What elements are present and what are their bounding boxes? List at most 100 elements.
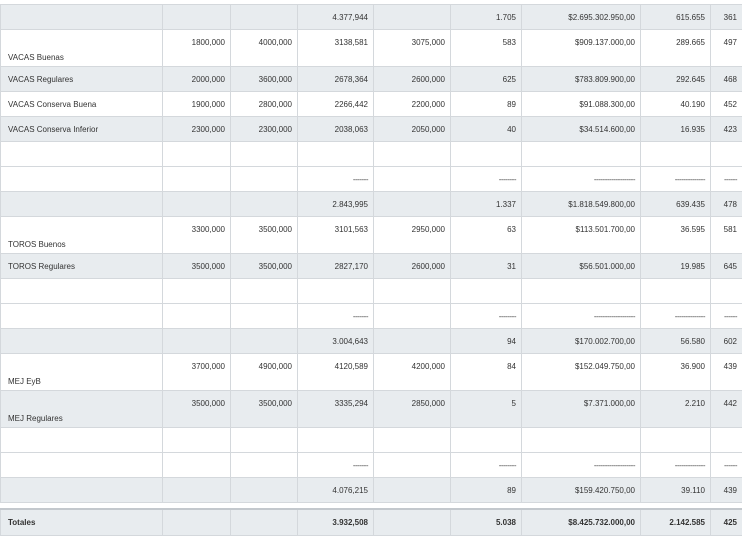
cell-col-weight: 2.210: [641, 391, 711, 428]
cell-col-count: 625: [451, 67, 522, 92]
cell-col-weight: 615.655: [641, 5, 711, 30]
cell-col-count: 63: [451, 217, 522, 254]
cell-col-amount: $152.049.750,00: [522, 354, 641, 391]
cell-col-count: 1.705: [451, 5, 522, 30]
table-row: ----------------------------------------…: [1, 167, 742, 192]
cell-category: [1, 329, 163, 354]
cell-col-count: 89: [451, 92, 522, 117]
cell-col-average: 4.377,944: [298, 5, 374, 30]
cell-col-amount: $7.371.000,00: [522, 391, 641, 428]
table-row: ----------------------------------------…: [1, 304, 742, 329]
cell-col-weight: 39.110: [641, 478, 711, 503]
cell-col-count: 1.337: [451, 192, 522, 217]
cell-col-median: [374, 428, 451, 453]
cell-category: TOROS Buenos: [1, 217, 163, 254]
cell-col-min: [163, 279, 231, 304]
cell-col-average: 4120,589: [298, 354, 374, 391]
cell-col-count: [451, 279, 522, 304]
cell-col-weight: --------------: [641, 453, 711, 478]
cell-col-max: 3500,000: [231, 217, 298, 254]
cell-category: [1, 304, 163, 329]
cell-col-median: [374, 192, 451, 217]
cell-category: VACAS Buenas: [1, 30, 163, 67]
cell-col-count: 84: [451, 354, 522, 391]
cell-col-weight: 292.645: [641, 67, 711, 92]
cell-col-count: 89: [451, 478, 522, 503]
cell-category: VACAS Regulares: [1, 67, 163, 92]
cell-col-max: [231, 142, 298, 167]
table-row: [1, 142, 742, 167]
cell-col-price: ------: [711, 453, 742, 478]
cell-col-median: 2200,000: [374, 92, 451, 117]
cell-col-amount: -------------------: [522, 167, 641, 192]
cell-col-max: [231, 192, 298, 217]
cell-col-min: 3500,000: [163, 254, 231, 279]
cell-col-average: 2827,170: [298, 254, 374, 279]
cell-category: [1, 428, 163, 453]
cell-col-amount: [522, 428, 641, 453]
cell-col-average: 2038,063: [298, 117, 374, 142]
totals-col-count: 5.038: [451, 509, 522, 536]
cell-col-median: 3075,000: [374, 30, 451, 67]
cell-col-min: 2300,000: [163, 117, 231, 142]
cell-col-median: 2850,000: [374, 391, 451, 428]
cell-col-median: [374, 304, 451, 329]
cell-col-weight: 56.580: [641, 329, 711, 354]
cell-col-count: [451, 428, 522, 453]
cell-col-max: [231, 167, 298, 192]
cell-col-max: 3600,000: [231, 67, 298, 92]
cell-col-average: 2266,442: [298, 92, 374, 117]
cell-col-min: [163, 167, 231, 192]
cell-col-weight: 19.985: [641, 254, 711, 279]
cell-col-max: 4900,000: [231, 354, 298, 391]
cell-col-price: 423: [711, 117, 742, 142]
cell-col-count: 94: [451, 329, 522, 354]
cell-col-price: 361: [711, 5, 742, 30]
cell-col-average: 3101,563: [298, 217, 374, 254]
cell-col-amount: [522, 279, 641, 304]
cell-col-max: 3500,000: [231, 391, 298, 428]
cell-col-min: [163, 478, 231, 503]
cell-col-count: [451, 142, 522, 167]
cell-category: [1, 192, 163, 217]
cell-col-max: [231, 428, 298, 453]
cell-col-count: 31: [451, 254, 522, 279]
cell-col-price: [711, 428, 742, 453]
cell-col-amount: $783.809.900,00: [522, 67, 641, 92]
cell-col-weight: 40.190: [641, 92, 711, 117]
cell-col-amount: [522, 142, 641, 167]
cell-col-average: -------: [298, 453, 374, 478]
totals-col-median: [374, 509, 451, 536]
cell-col-median: 2600,000: [374, 67, 451, 92]
cell-category: [1, 167, 163, 192]
cell-col-min: 3300,000: [163, 217, 231, 254]
cell-col-median: [374, 279, 451, 304]
cell-col-price: ------: [711, 167, 742, 192]
cell-category: TOROS Regulares: [1, 254, 163, 279]
cell-col-min: 1900,000: [163, 92, 231, 117]
cell-col-weight: --------------: [641, 304, 711, 329]
cell-col-average: 4.076,215: [298, 478, 374, 503]
cell-col-price: 645: [711, 254, 742, 279]
cell-col-average: 3335,294: [298, 391, 374, 428]
totals-col-price: 425: [711, 509, 742, 536]
cell-col-price: 468: [711, 67, 742, 92]
cell-col-min: 1800,000: [163, 30, 231, 67]
cell-col-average: -------: [298, 304, 374, 329]
cell-col-amount: $2.695.302.950,00: [522, 5, 641, 30]
cell-col-max: [231, 279, 298, 304]
cell-col-average: 2.843,995: [298, 192, 374, 217]
cell-col-median: [374, 453, 451, 478]
cell-col-average: 3.004,643: [298, 329, 374, 354]
